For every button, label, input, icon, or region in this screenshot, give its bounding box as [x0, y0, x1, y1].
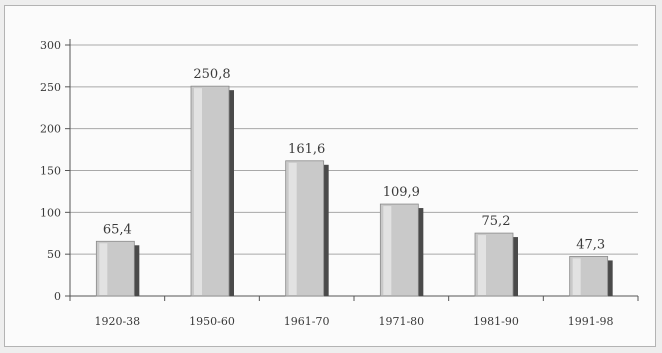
data-label: 109,9 [383, 185, 420, 200]
x-tick-label: 1991-98 [568, 315, 614, 328]
bar-highlight [99, 243, 108, 295]
y-tick-label: 50 [47, 248, 61, 261]
bar-highlight [478, 235, 486, 295]
bar-shadow [323, 164, 329, 296]
bar-highlight [383, 206, 392, 295]
bar-highlight [194, 88, 202, 295]
x-tick-label: 1961-70 [284, 315, 330, 328]
x-tick-label: 1981-90 [473, 315, 519, 328]
bar-highlight [572, 258, 581, 295]
bar-shadow [229, 90, 234, 296]
data-label: 47,3 [576, 237, 605, 252]
data-label: 250,8 [193, 67, 230, 82]
bar-highlight [288, 162, 297, 295]
bar-shadow [134, 245, 140, 296]
data-label: 65,4 [103, 222, 132, 237]
y-tick-label: 200 [40, 123, 61, 136]
data-label: 161,6 [288, 142, 325, 157]
bar-shadow [418, 208, 424, 296]
y-tick-label: 300 [40, 39, 61, 52]
x-tick-label: 1920-38 [94, 315, 140, 328]
y-tick-label: 0 [54, 290, 61, 303]
y-tick-label: 150 [40, 165, 61, 178]
data-label: 75,2 [482, 214, 511, 229]
x-tick-label: 1950-60 [189, 315, 235, 328]
bar-shadow [607, 260, 613, 296]
y-tick-label: 100 [40, 206, 61, 219]
y-tick-label: 250 [40, 81, 61, 94]
bar-shadow [513, 237, 518, 296]
x-tick-label: 1971-80 [378, 315, 424, 328]
